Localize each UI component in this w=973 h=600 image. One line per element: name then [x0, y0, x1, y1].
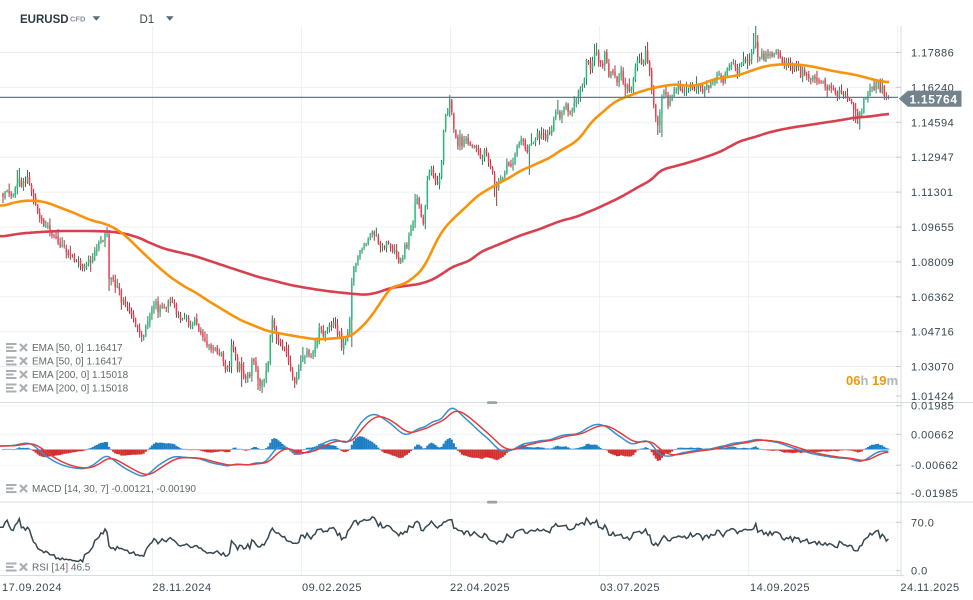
- svg-text:22.04.2025: 22.04.2025: [450, 582, 510, 594]
- svg-text:24.11.2025: 24.11.2025: [900, 582, 959, 594]
- svg-text:1.06362: 1.06362: [911, 292, 954, 304]
- svg-text:1.03070: 1.03070: [911, 362, 954, 374]
- svg-text:1.04716: 1.04716: [911, 327, 954, 339]
- svg-text:0.0: 0.0: [911, 566, 928, 578]
- svg-text:EMA [50, 0] 1.16417: EMA [50, 0] 1.16417: [32, 357, 123, 368]
- svg-text:0.00662: 0.00662: [911, 429, 954, 441]
- svg-text:RSI [14] 46.5: RSI [14] 46.5: [32, 563, 91, 574]
- svg-text:1.11301: 1.11301: [911, 187, 953, 199]
- svg-text:70.0: 70.0: [911, 517, 934, 529]
- svg-text:1.17886: 1.17886: [911, 48, 954, 60]
- svg-text:-0.00662: -0.00662: [911, 460, 958, 472]
- svg-text:EURUSD: EURUSD: [20, 14, 69, 26]
- svg-text:1.12947: 1.12947: [911, 152, 954, 164]
- svg-text:1.09655: 1.09655: [911, 222, 954, 234]
- svg-text:03.07.2025: 03.07.2025: [600, 582, 660, 594]
- svg-text:06h 19m: 06h 19m: [846, 373, 898, 388]
- svg-text:D1: D1: [140, 14, 155, 26]
- svg-text:EMA [200, 0] 1.15018: EMA [200, 0] 1.15018: [32, 384, 129, 395]
- svg-text:09.02.2025: 09.02.2025: [302, 582, 362, 594]
- svg-text:1.14594: 1.14594: [911, 117, 954, 129]
- svg-text:-0.01985: -0.01985: [911, 488, 958, 500]
- svg-text:EMA [200, 0] 1.15018: EMA [200, 0] 1.15018: [32, 370, 129, 381]
- svg-text:CFD: CFD: [70, 15, 86, 24]
- svg-text:MACD [14, 30, 7] -0.00121, -0: MACD [14, 30, 7] -0.00121, -0.00190: [32, 484, 196, 495]
- svg-text:0.01985: 0.01985: [911, 401, 954, 413]
- svg-text:17.09.2024: 17.09.2024: [2, 582, 62, 594]
- svg-text:14.09.2025: 14.09.2025: [750, 582, 810, 594]
- svg-text:1.01424: 1.01424: [911, 391, 954, 403]
- svg-text:28.11.2024: 28.11.2024: [152, 582, 211, 594]
- svg-text:EMA [50, 0] 1.16417: EMA [50, 0] 1.16417: [32, 343, 123, 354]
- svg-text:1.15764: 1.15764: [910, 92, 958, 106]
- svg-text:1.08009: 1.08009: [911, 257, 954, 269]
